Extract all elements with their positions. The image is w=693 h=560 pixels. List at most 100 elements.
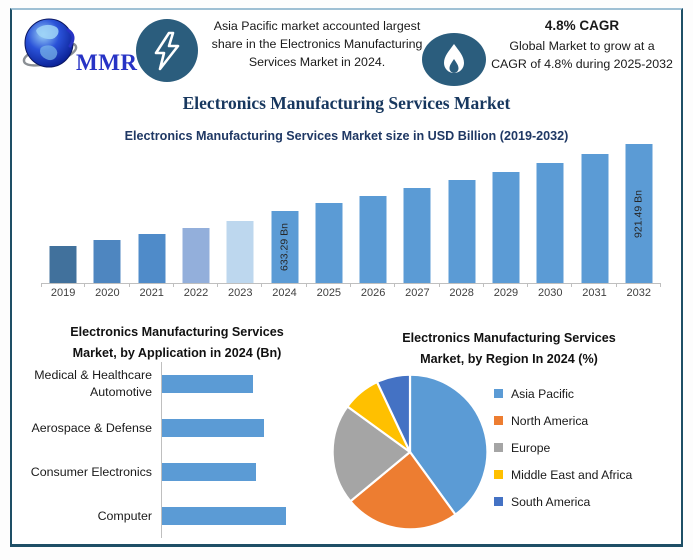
pie-slice-north-america (349, 450, 457, 531)
legend-swatch (494, 497, 503, 506)
flame-badge (422, 33, 486, 86)
x-axis-tick-label: 2030 (537, 287, 563, 299)
bar-2022 (182, 228, 210, 283)
application-label: Consumer Electronics (30, 464, 152, 479)
bar-2023 (226, 221, 254, 283)
legend-item: South America (494, 494, 632, 509)
application-row: Aerospace & Defense (24, 406, 324, 450)
legend-item: Asia Pacific (494, 386, 632, 401)
legend-label: South America (511, 494, 591, 509)
bar-2019 (49, 246, 77, 283)
x-axis-tick-label: 2019 (50, 287, 76, 299)
bar-2026 (359, 196, 387, 283)
application-bar (162, 463, 256, 481)
x-axis-tick-label: 2024 (272, 287, 297, 299)
bar-2031 (581, 154, 609, 283)
legend-swatch (494, 470, 503, 479)
bar-value-label: 633.29 Bn (278, 223, 291, 271)
legend-item: North America (494, 413, 632, 428)
application-bar-area (161, 494, 324, 538)
bar-value-label: 921.49 Bn (632, 189, 645, 238)
x-axis-tick-label: 2031 (582, 287, 607, 299)
x-axis-tick-label: 2028 (449, 287, 474, 299)
cagr-line: CAGR of 4.8% during 2025-2032 (491, 57, 673, 71)
legend-label: Asia Pacific (511, 386, 574, 401)
legend-item: Europe (494, 440, 632, 455)
bar-slot-2030: 2030 (528, 143, 573, 299)
cagr-headline: 4.8% CAGR (544, 18, 620, 33)
application-chart-title: Electronics Manufacturing Services Marke… (70, 325, 284, 360)
bar-slot-2024: 633.29 Bn 2024 (262, 143, 307, 299)
mmr-logo: MMR (20, 14, 150, 86)
lightning-bolt-icon (154, 31, 180, 70)
callout-line: Asia Pacific market accounted largest (213, 19, 421, 33)
bar-2020 (93, 240, 121, 283)
cagr-line: Global Market to grow at a (509, 39, 655, 53)
legend-swatch (494, 389, 503, 398)
callout-line: share in the Electronics Manufacturing (211, 37, 423, 51)
callout-cagr: 4.8% CAGR Global Market to grow at a CAG… (484, 17, 680, 73)
lightning-badge (136, 19, 198, 82)
logo-text: MMR (76, 50, 138, 75)
legend-label: Middle East and Africa (511, 467, 633, 482)
legend-swatch (494, 416, 503, 425)
bar-2030 (536, 163, 564, 283)
x-axis-tick-label: 2032 (626, 287, 652, 299)
bar-2021 (138, 234, 166, 283)
bar-2032: 921.49 Bn (625, 144, 653, 283)
legend-item: Middle East and Africa (494, 467, 633, 482)
bar-slot-2020: 2020 (85, 143, 130, 299)
pie-slice-south-america (375, 373, 412, 454)
bar-slot-2026: 2026 (351, 143, 396, 299)
bar-2029 (492, 172, 520, 283)
application-label: Aerospace & Defense (31, 420, 152, 435)
callout-asia-pacific: Asia Pacific market accounted largest sh… (198, 17, 436, 71)
x-axis-tick-label: 2021 (139, 287, 164, 299)
bar-slot-2031: 2031 (572, 143, 617, 299)
bar-slot-2023: 2023 (218, 143, 263, 299)
legend-label: Europe (511, 440, 551, 455)
globe-logo-icon (22, 18, 78, 68)
market-size-bar-plot: 2019 2020 2021 2022 2023 633.29 Bn 2024 2025 202… (41, 143, 662, 299)
region-legend: Asia Pacific North America Europe Middle Ea… (494, 387, 632, 522)
bar-2024: 633.29 Bn (271, 211, 299, 283)
bar-slot-2029: 2029 (484, 143, 529, 299)
x-axis-tick-label: 2025 (316, 287, 342, 299)
bar-slot-2032: 921.49 Bn 2032 (617, 143, 662, 299)
bar-slot-2028: 2028 (440, 143, 485, 299)
pie-slice-europe (331, 405, 412, 503)
application-row: Medical & Healthcare Automotive (24, 362, 324, 406)
x-axis-tick-label: 2026 (360, 287, 386, 299)
bar-2025 (315, 203, 343, 283)
bar-2027 (403, 188, 431, 283)
flame-icon (444, 43, 464, 73)
bar-slot-2019: 2019 (41, 143, 86, 299)
page-title: Electronics Manufacturing Services Marke… (182, 93, 511, 113)
bar-2028 (448, 180, 476, 283)
application-bar-area (161, 406, 324, 450)
x-axis-tick-label: 2027 (405, 287, 430, 299)
legend-swatch (494, 443, 503, 452)
application-bar-area (161, 362, 324, 406)
callout-line: Services Market in 2024. (248, 55, 386, 69)
application-bar-area (161, 450, 324, 494)
bar-slot-2021: 2021 (130, 143, 175, 299)
x-axis-tick-label: 2022 (183, 287, 209, 299)
application-bar (162, 419, 264, 437)
x-axis-tick-label: 2023 (228, 287, 253, 299)
region-chart-title: Electronics Manufacturing Services Marke… (402, 331, 616, 366)
application-label: Medical & Healthcare Automotive (34, 368, 152, 399)
x-axis-tick-label: 2020 (95, 287, 120, 299)
bar-slot-2022: 2022 (174, 143, 219, 299)
bar-slot-2025: 2025 (307, 143, 352, 299)
pie-slice-asia-pacific (408, 373, 489, 516)
x-axis-tick-label: 2029 (493, 287, 519, 299)
bar-slot-2027: 2027 (395, 143, 440, 299)
application-bar (162, 507, 286, 525)
application-row: Consumer Electronics (24, 450, 324, 494)
infographic-frame: MMR Asia Pacific market accounted larges… (10, 8, 683, 547)
application-row: Computer (24, 494, 324, 538)
market-size-chart-title: Electronics Manufacturing Services Marke… (124, 129, 569, 143)
application-label: Computer (97, 508, 152, 523)
legend-label: North America (511, 413, 589, 428)
